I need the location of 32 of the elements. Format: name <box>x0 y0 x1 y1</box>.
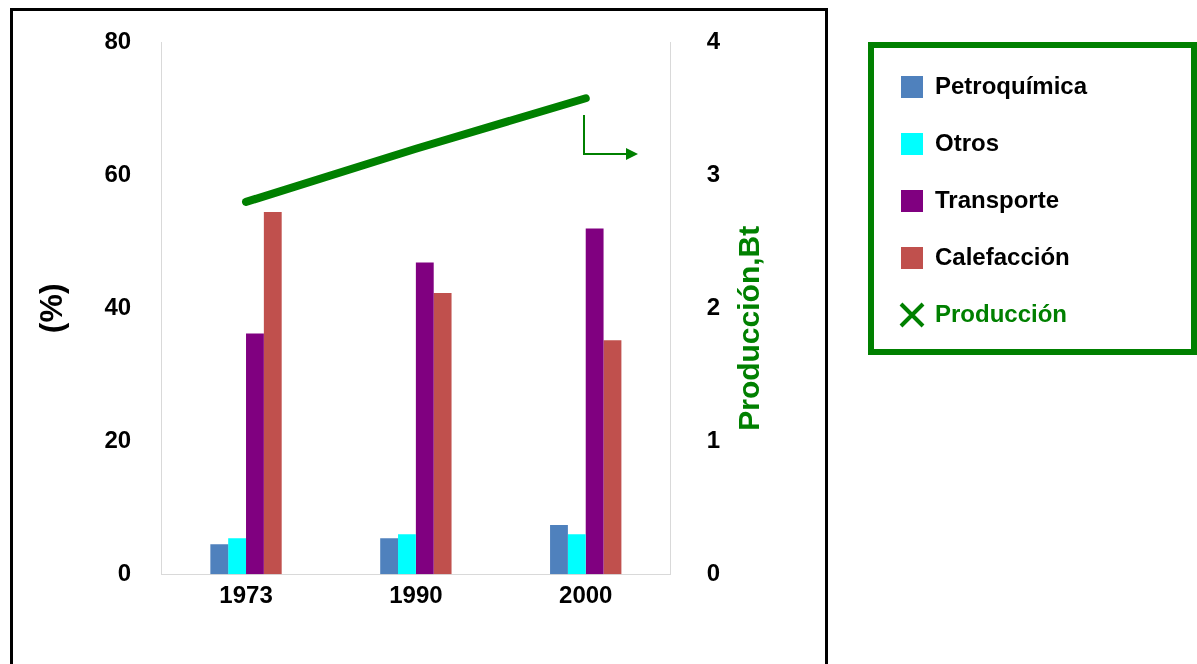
bar <box>585 228 604 575</box>
bar <box>567 534 586 575</box>
y-tick-label: 0 <box>117 558 132 586</box>
y-tick-label: 40 <box>104 292 132 320</box>
bar <box>603 340 622 575</box>
bar <box>210 544 229 575</box>
bar <box>380 538 399 575</box>
bar <box>398 534 416 575</box>
bar <box>228 538 247 575</box>
y2-tick-label: 0 <box>706 558 721 586</box>
y2-tick-label: 3 <box>706 159 721 187</box>
y2-tick-label: 4 <box>706 27 721 55</box>
x-tick-label: 1990 <box>389 581 443 609</box>
y-tick-label: 60 <box>104 159 132 187</box>
bar <box>246 333 264 575</box>
bar <box>550 525 568 575</box>
x-tick-label: 2000 <box>559 581 613 609</box>
bar <box>263 211 282 575</box>
y-tick-label: 80 <box>104 27 132 55</box>
legend-label: Calefacción <box>935 242 1070 270</box>
legend-label: Otros <box>935 128 1000 156</box>
legend-label: Producción <box>935 299 1068 327</box>
x-tick-label: 1973 <box>219 581 273 609</box>
legend-label: Transporte <box>935 185 1060 213</box>
y2-tick-label: 1 <box>706 425 721 453</box>
legend-label: Petroquímica <box>935 71 1088 99</box>
y-axis-title: (%) <box>33 283 70 334</box>
bar <box>415 262 434 575</box>
y-tick-label: 20 <box>104 425 132 453</box>
y2-axis-title: Producción,Bt <box>731 225 765 431</box>
bar <box>433 293 452 575</box>
y2-tick-label: 2 <box>706 292 721 320</box>
